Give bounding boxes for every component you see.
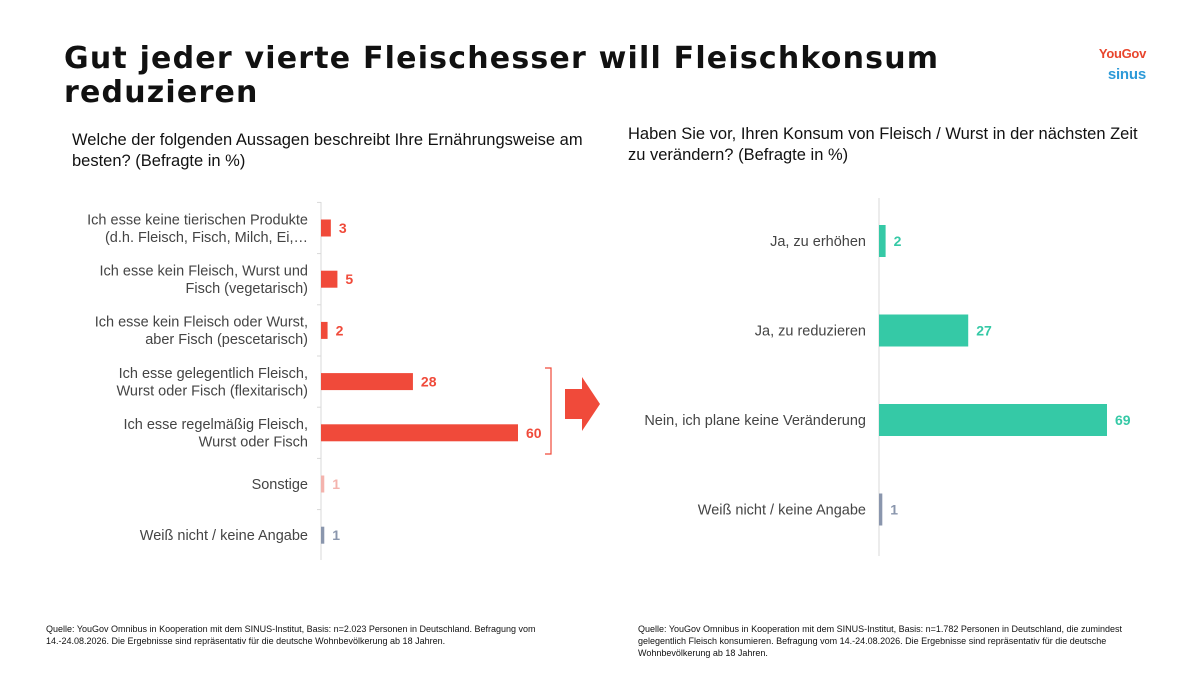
chart1-bar	[879, 225, 886, 257]
chart1-category-label: Ja, zu erhöhen	[770, 234, 866, 250]
chart1-value-label: 1	[890, 502, 898, 518]
chart0-category-label: Weiß nicht / keine Angabe	[140, 528, 308, 544]
left-source-note: Quelle: YouGov Omnibus in Kooperation mi…	[46, 624, 536, 646]
chart0-value-label: 60	[526, 425, 542, 441]
chart1-bar	[879, 404, 1107, 436]
chart0-category-label: Ich esse kein Fleisch, Wurst und	[100, 263, 308, 279]
chart0-value-label: 2	[336, 322, 344, 338]
chart0-bar	[321, 424, 518, 442]
chart0-bar	[321, 475, 325, 493]
chart0-category-label: (d.h. Fleisch, Fisch, Milch, Ei,…	[105, 230, 308, 246]
chart1-bar	[879, 493, 883, 526]
page-title: Gut jeder vierte Fleischesser will Fleis…	[64, 41, 940, 110]
chart1-category-label: Nein, ich plane keine Veränderung	[644, 413, 866, 429]
chart0-category-label: Fisch (vegetarisch)	[186, 281, 308, 297]
chart0-bar	[321, 373, 413, 391]
chart0-category-label: Wurst oder Fisch (flexitarisch)	[117, 383, 309, 399]
chart0-category-label: Sonstige	[252, 477, 308, 493]
chart0-category-label: Wurst oder Fisch	[199, 435, 308, 451]
chart0-bar	[321, 270, 338, 288]
chart0-value-label: 28	[421, 374, 437, 390]
chart1-value-label: 69	[1115, 412, 1131, 428]
left-chart-question: Welche der folgenden Aussagen beschreibt…	[72, 131, 583, 170]
chart1-category-label: Weiß nicht / keine Angabe	[698, 503, 866, 519]
chart1-value-label: 2	[894, 233, 902, 249]
chart0-value-label: 5	[345, 271, 353, 287]
yougov-logo: YouGov	[1098, 46, 1146, 61]
chart0-value-label: 1	[332, 476, 340, 492]
chart1-bar	[879, 314, 969, 347]
chart0-category-label: Ich esse gelegentlich Fleisch,	[119, 366, 308, 382]
chart0-category-label: Ich esse regelmäßig Fleisch,	[123, 417, 308, 433]
group-bracket	[545, 367, 552, 455]
chart0-bar	[321, 321, 328, 339]
chart0-category-label: Ich esse kein Fleisch oder Wurst,	[95, 315, 308, 331]
sinus-logo: sinus	[1107, 66, 1146, 83]
chart1-category-label: Ja, zu reduzieren	[755, 324, 866, 340]
right-chart-question: Haben Sie vor, Ihren Konsum von Fleisch …	[628, 125, 1138, 164]
arrow-icon	[565, 377, 600, 431]
chart0-category-label: Ich esse keine tierischen Produkte	[87, 212, 308, 228]
chart0-category-label: aber Fisch (pescetarisch)	[145, 332, 308, 348]
chart0-bar	[321, 526, 325, 544]
right-source-note: Quelle: YouGov Omnibus in Kooperation mi…	[638, 624, 1123, 658]
chart0-value-label: 1	[332, 527, 340, 543]
chart1-value-label: 27	[976, 323, 992, 339]
chart0-bar	[321, 219, 331, 237]
chart0-value-label: 3	[339, 220, 347, 236]
